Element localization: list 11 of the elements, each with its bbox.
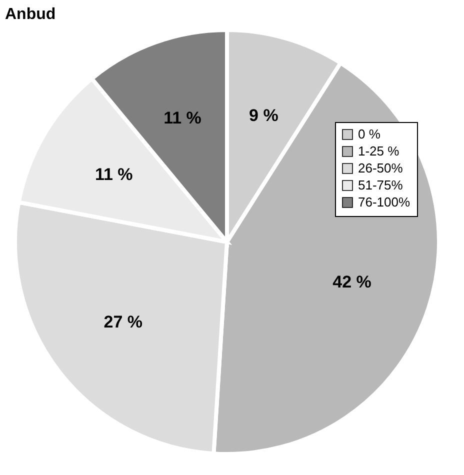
data-label: 11 % — [94, 165, 133, 184]
legend-label: 51-75% — [358, 178, 404, 192]
data-label: 27 % — [104, 312, 143, 332]
data-label: 42 % — [332, 272, 372, 292]
legend-label: 76-100% — [358, 194, 410, 210]
data-label: 9 % — [249, 106, 278, 125]
legend-label: 26-50% — [358, 160, 404, 176]
legend-label: 0 % — [358, 126, 381, 142]
data-label: 11 % — [164, 108, 202, 128]
chart-title: Anbud — [5, 6, 56, 23]
legend-label: 1-25 % — [358, 144, 400, 158]
